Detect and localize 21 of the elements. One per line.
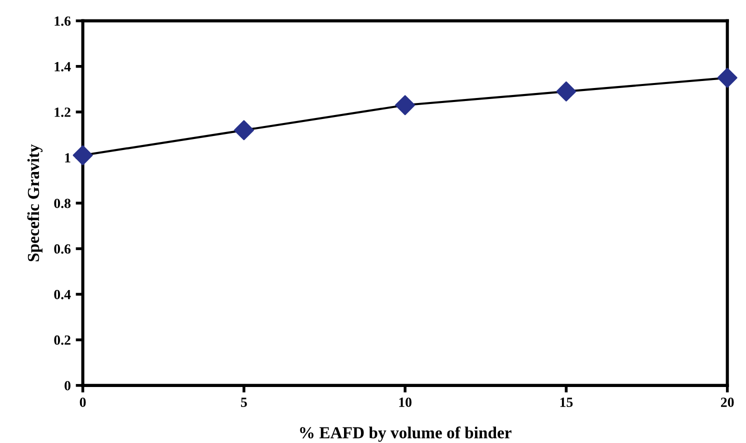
point bbox=[72, 145, 93, 166]
y-tick-label: 0.4 bbox=[54, 290, 71, 300]
y-tick-label: 0.2 bbox=[54, 335, 70, 345]
point bbox=[556, 81, 576, 102]
y-tick-label: 0.8 bbox=[54, 198, 71, 208]
y-tick-label: 0.6 bbox=[54, 244, 71, 254]
x-tick-label: 20 bbox=[720, 398, 734, 407]
x-tick-label: 5 bbox=[241, 398, 247, 407]
y-tick-label: 0 bbox=[64, 380, 70, 390]
y-tick-label: 1.2 bbox=[54, 108, 70, 117]
x-tick-label: 0 bbox=[80, 398, 86, 407]
point bbox=[395, 95, 416, 116]
point bbox=[717, 68, 738, 88]
y-tick-label: 1 bbox=[65, 153, 70, 162]
x-tick-label: 15 bbox=[560, 398, 573, 407]
y-tick-label: 1.6 bbox=[54, 16, 71, 26]
x-tick-label: 10 bbox=[399, 398, 412, 407]
x-axis-title: % EAFD by volume of binder bbox=[300, 426, 512, 442]
y-tick-label: 1.4 bbox=[54, 62, 71, 72]
point bbox=[234, 120, 254, 140]
y-axis-title: Specefic Gravity bbox=[27, 144, 43, 262]
